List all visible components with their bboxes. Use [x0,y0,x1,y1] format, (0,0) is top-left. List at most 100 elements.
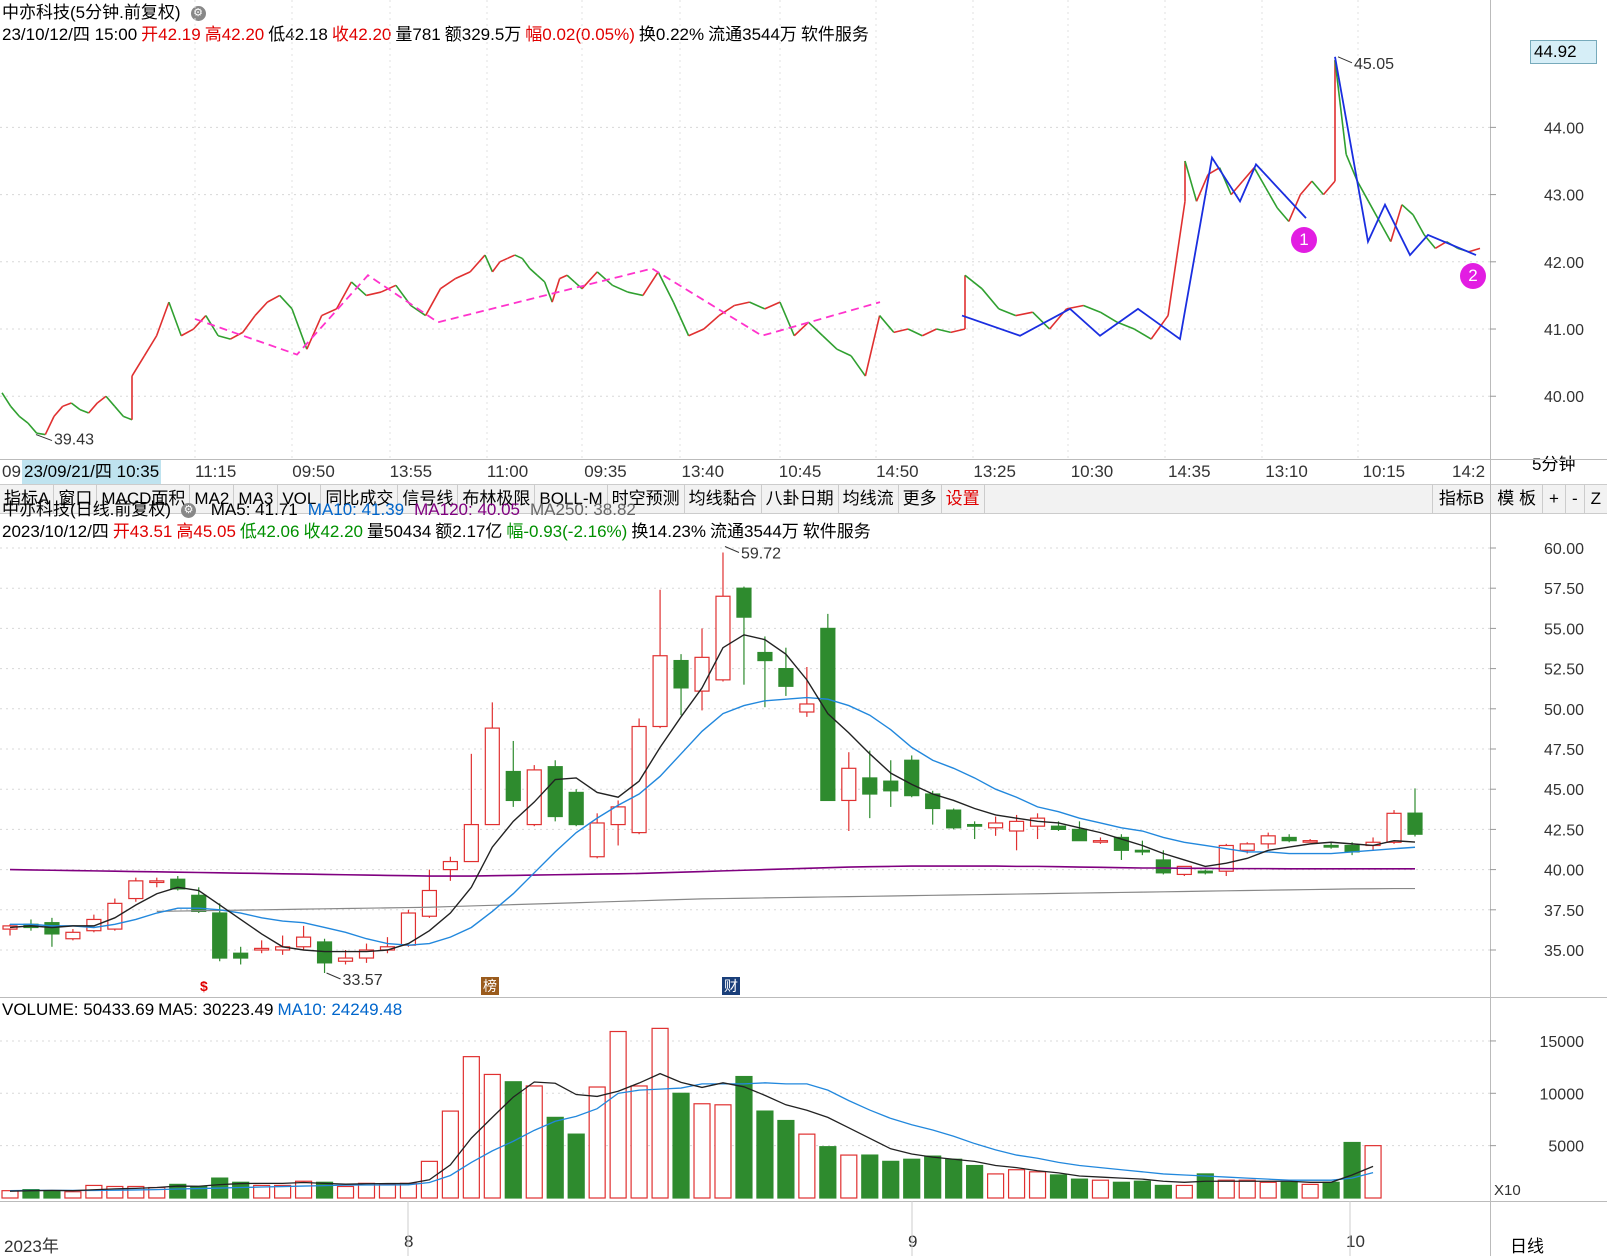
candle-body [1092,840,1109,843]
volume-bar [903,1158,921,1199]
ma250-line [156,887,1415,913]
price-segment [36,432,46,436]
price-segment [1401,204,1414,216]
time-tick-label: 13:25 [973,462,1016,481]
toolbar-button[interactable]: 布林极限 [458,485,536,513]
toolbar-button[interactable]: MA2 [190,485,235,513]
toolbar-button[interactable]: 指标A [0,485,55,513]
price-segment [1265,187,1279,209]
intraday-info-field: 额329.5万 [444,25,522,44]
intraday-title-line: 中亦科技(5分钟.前复权) ⚙ [2,2,210,24]
toolbar-button[interactable]: 窗口 [54,485,98,513]
toolbar-button[interactable]: 指标B [1431,485,1490,513]
toolbar-button[interactable]: MACD面积 [97,485,191,513]
pattern-badge-1[interactable]: 1 [1291,227,1317,253]
price-segment [279,294,293,310]
toolbar-button[interactable]: 八卦日期 [762,485,839,513]
price-segment [217,334,231,340]
settings-gear-icon[interactable]: ⚙ [181,503,197,519]
daily-period-label[interactable]: 日线 [1510,1237,1544,1256]
low-pointer [326,972,341,980]
volume-bar [735,1075,753,1199]
volume-bar [274,1184,292,1199]
volume-bar [630,1085,648,1199]
price-segment [566,274,576,283]
price-segment [440,277,456,290]
price-segment [131,355,145,377]
candle-body [337,957,354,962]
toolbar-button[interactable]: 均线流 [839,485,899,513]
settings-gear-icon[interactable]: ⚙ [190,6,206,22]
daily-info-field: 换14.23% [631,522,706,541]
volume-bar [1070,1178,1089,1199]
price-segment [27,422,38,434]
volume-bar [672,1092,690,1199]
intraday-info-field: 换0.22% [638,25,705,44]
price-segment [267,294,281,303]
toolbar-button[interactable]: + [1542,485,1565,513]
price-segment [335,281,353,310]
ranking-list-marker[interactable]: 榜 [481,977,499,995]
price-segment [155,301,170,337]
toolbar-button[interactable]: 时空预测 [608,485,685,513]
volume-bar [1364,1145,1382,1199]
daily-info-field: 流通3544万 [709,522,799,541]
volume-bar [861,1154,879,1199]
toolbar-button[interactable]: VOL [278,485,322,513]
price-segment [410,304,427,317]
toolbar-button[interactable]: 更多 [899,485,942,513]
candle-body [1260,835,1276,845]
intraday-title[interactable]: 中亦科技(5分钟.前复权) [2,3,181,22]
toolbar-button[interactable]: - [1564,485,1584,513]
candle-body [316,941,333,964]
candle-body [1134,849,1150,853]
volume-bar [546,1116,564,1199]
ma-legend-item: MA5: 41.71 [210,500,298,519]
volume-bar [253,1184,271,1199]
intraday-info-field: 开42.19 [141,25,201,44]
time-tick-label: 13:40 [681,462,725,481]
daily-title[interactable]: 中亦科技(日线.前复权) [2,500,172,519]
price-segment [672,301,690,337]
daily-price-tick: 52.50 [1544,662,1584,679]
dividend-marker[interactable]: $ [200,978,208,994]
candle-body [652,655,668,728]
price-segment [1311,180,1325,196]
volume-bar [1301,1183,1319,1199]
toolbar-button[interactable]: 设置 [942,485,985,513]
price-segment [936,328,951,334]
price-segment [536,274,546,283]
ma120-line [9,865,1415,877]
intraday-price-tick: 40.00 [1544,389,1584,406]
toolbar-button[interactable]: 同比成交 [321,485,399,513]
toolbar-button[interactable]: Z [1583,485,1607,513]
price-segment [1099,311,1118,323]
price-segment [180,328,194,337]
toolbar-button[interactable]: BOLL-M [535,485,608,513]
candle-body [967,823,983,827]
candle-body [904,759,920,797]
volume-bar [85,1184,103,1199]
toolbar-button[interactable]: 均线黏合 [685,485,762,513]
price-segment [1334,60,1347,155]
price-segment [1367,200,1381,222]
daily-price-tick: 60.00 [1544,541,1584,558]
price-segment [559,274,568,280]
volume-bar [651,1027,669,1199]
volume-bar [169,1183,187,1199]
toolbar-button[interactable]: 信号线 [398,485,459,513]
volume-bar [315,1181,334,1199]
financial-report-marker[interactable]: 财 [722,977,740,995]
time-tick-label: 13:10 [1265,462,1308,481]
price-segment [836,348,852,357]
current-price-box: 44.92 [1530,40,1597,64]
candle-body [421,889,438,917]
ma-legend-item: MA250: 38.82 [530,500,636,519]
price-segment [893,328,909,334]
candle-body [841,767,857,802]
toolbar-button[interactable]: MA3 [234,485,279,513]
pattern-badge-2[interactable]: 2 [1460,263,1486,289]
price-segment [964,274,983,290]
time-tick-label: 10:15 [1362,462,1406,481]
